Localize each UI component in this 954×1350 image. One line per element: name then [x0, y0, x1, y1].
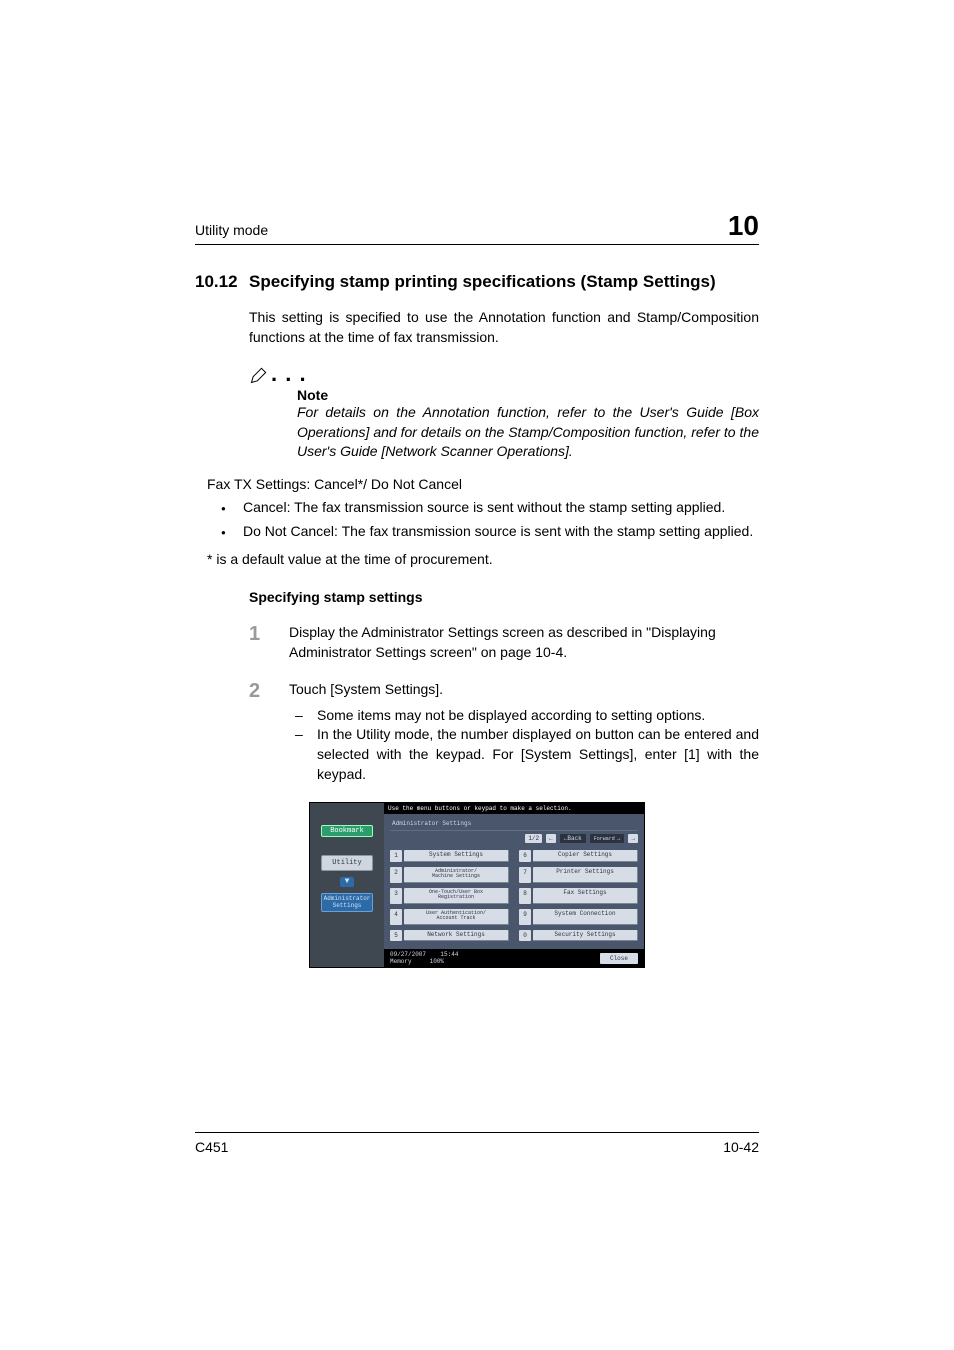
list-item: Some items may not be displayed accordin…	[289, 706, 759, 726]
note-label: Note	[297, 387, 759, 403]
running-header: Utility mode 10	[195, 210, 759, 245]
forward-label: Forward	[594, 836, 615, 842]
admin-machine-settings-button[interactable]: Administrator/ Machine Settings	[404, 867, 509, 883]
intro-paragraph: This setting is specified to use the Ann…	[249, 308, 759, 347]
admin-settings-button[interactable]: Administrator Settings	[321, 893, 373, 911]
footer-status: 09/27/2007 15:44 Memory 100%	[390, 951, 458, 965]
menu-cell: 1System Settings	[390, 850, 509, 862]
section-title: Specifying stamp printing specifications…	[249, 271, 759, 294]
page: Utility mode 10 10.12 Specifying stamp p…	[0, 0, 954, 1350]
menu-grid: 1System Settings 6Copier Settings 2Admin…	[390, 846, 638, 949]
step-number: 2	[249, 680, 289, 784]
key-number: 6	[519, 850, 531, 862]
footer-time: 15:44	[440, 951, 458, 958]
screenshot-panel: Administrator Settings 1/2 ← ←Back Forwa…	[384, 814, 644, 949]
system-settings-button[interactable]: System Settings	[404, 850, 509, 862]
bullet-list: Cancel: The fax transmission source is s…	[207, 498, 759, 541]
network-settings-button[interactable]: Network Settings	[404, 930, 509, 942]
user-auth-button[interactable]: User Authentication/ Account Track	[404, 909, 509, 925]
step-body: Touch [System Settings]. Some items may …	[289, 680, 759, 784]
sub-heading: Specifying stamp settings	[249, 589, 759, 605]
nav-next-icon[interactable]: →	[628, 834, 638, 843]
key-number: 1	[390, 850, 402, 862]
default-value-note: * is a default value at the time of proc…	[207, 551, 759, 567]
pencil-icon	[249, 365, 269, 385]
instruction-bar: Use the menu buttons or keypad to make a…	[384, 803, 644, 814]
footer-right: 10-42	[723, 1139, 759, 1155]
security-settings-button[interactable]: Security Settings	[533, 930, 638, 942]
footer-memory-value: 100%	[430, 958, 444, 965]
footer-left: C451	[195, 1139, 228, 1155]
menu-cell: 5Network Settings	[390, 930, 509, 942]
copier-settings-button[interactable]: Copier Settings	[533, 850, 638, 862]
step-body: Display the Administrator Settings scree…	[289, 623, 759, 662]
one-touch-button[interactable]: One-Touch/User Box Registration	[404, 888, 509, 904]
menu-cell: 4User Authentication/ Account Track	[390, 909, 509, 925]
key-number: 2	[390, 867, 402, 883]
panel-title: Administrator Settings	[390, 818, 638, 831]
menu-cell: 0Security Settings	[519, 930, 638, 942]
back-button[interactable]: ←Back	[560, 834, 586, 843]
list-item: In the Utility mode, the number displaye…	[289, 725, 759, 784]
menu-cell: 6Copier Settings	[519, 850, 638, 862]
close-button[interactable]: Close	[600, 953, 638, 964]
page-indicator: 1/2	[525, 834, 542, 843]
step-text: Display the Administrator Settings scree…	[289, 624, 716, 660]
note-body: For details on the Annotation function, …	[297, 403, 759, 462]
header-left: Utility mode	[195, 222, 268, 238]
step-number: 1	[249, 623, 289, 662]
note-icon-row: . . .	[249, 363, 759, 385]
step-text: Touch [System Settings].	[289, 681, 443, 697]
section-heading: 10.12 Specifying stamp printing specific…	[195, 271, 759, 294]
menu-cell: 8Fax Settings	[519, 888, 638, 904]
menu-cell: 2Administrator/ Machine Settings	[390, 867, 509, 883]
list-item: Cancel: The fax transmission source is s…	[207, 498, 759, 518]
note-dots: . . .	[271, 363, 307, 385]
list-item: Do Not Cancel: The fax transmission sour…	[207, 522, 759, 542]
key-number: 5	[390, 930, 402, 942]
key-number: 8	[519, 888, 531, 904]
page-footer: C451 10-42	[195, 1132, 759, 1155]
key-number: 4	[390, 909, 402, 925]
system-connection-button[interactable]: System Connection	[533, 909, 638, 925]
key-number: 0	[519, 930, 531, 942]
bookmark-button[interactable]: Bookmark	[321, 825, 373, 837]
screenshot-main: Use the menu buttons or keypad to make a…	[384, 803, 644, 967]
key-number: 3	[390, 888, 402, 904]
admin-line2: Settings	[333, 902, 362, 909]
device-screenshot: Bookmark Utility ▼ Administrator Setting…	[309, 802, 645, 968]
screenshot-sidebar: Bookmark Utility ▼ Administrator Setting…	[310, 803, 384, 967]
menu-cell: 3One-Touch/User Box Registration	[390, 888, 509, 904]
menu-cell: 7Printer Settings	[519, 867, 638, 883]
forward-button[interactable]: Forward →	[590, 834, 625, 843]
utility-button[interactable]: Utility	[321, 855, 373, 871]
chevron-down-icon: ▼	[340, 877, 354, 887]
dash-list: Some items may not be displayed accordin…	[289, 706, 759, 784]
nav-row: 1/2 ← ←Back Forward → →	[390, 831, 638, 846]
admin-line1: Administrator	[324, 895, 371, 902]
key-number: 7	[519, 867, 531, 883]
step: 2 Touch [System Settings]. Some items ma…	[249, 680, 759, 784]
chapter-number: 10	[728, 210, 759, 242]
fax-settings-line: Fax TX Settings: Cancel*/ Do Not Cancel	[207, 476, 759, 492]
note-block: . . . Note For details on the Annotation…	[249, 363, 759, 462]
section-number: 10.12	[195, 271, 249, 294]
footer-memory-label: Memory	[390, 958, 412, 965]
forward-arrow-icon: →	[617, 835, 621, 842]
screenshot-footer: 09/27/2007 15:44 Memory 100% Close	[384, 949, 644, 967]
menu-cell: 9System Connection	[519, 909, 638, 925]
printer-settings-button[interactable]: Printer Settings	[533, 867, 638, 883]
nav-prev-icon[interactable]: ←	[546, 834, 556, 843]
footer-date: 09/27/2007	[390, 951, 426, 958]
step: 1 Display the Administrator Settings scr…	[249, 623, 759, 662]
key-number: 9	[519, 909, 531, 925]
fax-settings-button[interactable]: Fax Settings	[533, 888, 638, 904]
